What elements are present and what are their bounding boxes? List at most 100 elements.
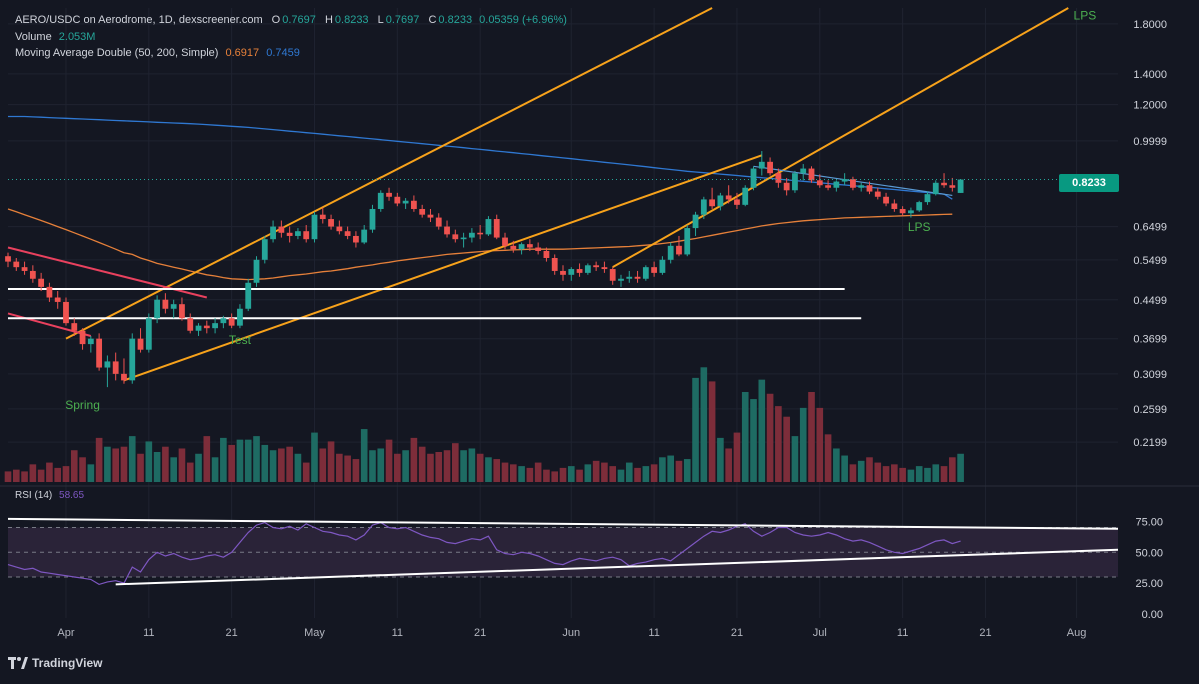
candle-body (808, 168, 815, 181)
candle-body (833, 181, 840, 188)
candle-body (295, 231, 301, 236)
volume-bar (758, 379, 766, 482)
volume-bar (799, 407, 807, 482)
rsi-label: RSI (14) (15, 490, 53, 501)
candle-body (485, 219, 492, 235)
candle-body (775, 173, 782, 183)
candle-body (560, 270, 566, 275)
candle-body (783, 182, 790, 191)
legend-volume-row: Volume 2.053M (15, 31, 95, 43)
candle-body (452, 234, 459, 240)
volume-bar (816, 407, 824, 482)
candle-body (129, 338, 136, 381)
channel-parallel-line (612, 7, 1069, 269)
open-label: O (271, 14, 281, 26)
rsi-axis-tick-label: 75.00 (1135, 516, 1163, 528)
volume-bar (692, 377, 699, 482)
candle-body (394, 196, 401, 204)
volume-bar (899, 467, 906, 482)
price-axis-tick-label: 0.3099 (1133, 369, 1167, 381)
volume-bar (452, 443, 459, 482)
candle-body (179, 304, 185, 319)
price-axis-tick-label: 0.6499 (1133, 222, 1167, 234)
volume-bar (435, 452, 443, 482)
candle-body (154, 299, 161, 319)
candle-body (419, 208, 426, 215)
volume-bar (625, 462, 633, 482)
open-value: 0.7697 (282, 14, 316, 26)
candle-body (601, 267, 608, 270)
annotation-lps: LPS (908, 220, 931, 234)
candle-body (29, 270, 36, 279)
volume-bar (261, 444, 269, 482)
downtrend-line-lower (7, 312, 92, 337)
volume-bar (70, 450, 78, 482)
annotation-spring: Spring (65, 398, 100, 412)
candle-body (344, 231, 351, 236)
candle-body (195, 325, 202, 331)
volume-bar (220, 437, 227, 482)
x-axis-tick-label: Jun (562, 627, 580, 639)
price-axis-tick-label: 0.3699 (1133, 334, 1167, 346)
channel-lower-line (123, 154, 763, 382)
volume-bar (857, 460, 865, 482)
volume-bar (584, 464, 592, 482)
candle-body (71, 323, 78, 331)
volume-bar (468, 448, 476, 482)
volume-bar (485, 457, 492, 482)
candle-body (957, 179, 964, 193)
volume-bar (940, 466, 948, 482)
volume-bar (244, 439, 252, 482)
volume-bar (907, 469, 915, 482)
candle-body (618, 278, 624, 281)
x-axis-tick-label: 11 (143, 627, 154, 639)
annotation-test: Test (229, 333, 252, 347)
volume-bar (476, 453, 484, 482)
volume-bar (54, 467, 62, 482)
volume-bar (336, 453, 343, 482)
volume-bar (137, 453, 144, 482)
candle-body (87, 338, 94, 345)
candle-body (883, 196, 889, 204)
volume-bar (418, 446, 426, 482)
candle-body (377, 192, 384, 209)
volume-bar (650, 464, 658, 482)
volume-bar (501, 462, 509, 482)
rsi-axis-tick-label: 50.00 (1135, 547, 1163, 559)
volume-bar (203, 436, 211, 482)
volume-bar (957, 453, 964, 482)
volume-bar (4, 471, 12, 482)
volume-bar (915, 466, 923, 482)
x-axis-tick-label: 21 (979, 627, 991, 639)
volume-bar (783, 416, 790, 482)
volume-bar (659, 457, 666, 482)
volume-bar (319, 448, 327, 482)
candle-body (568, 269, 575, 275)
candle-body (725, 195, 732, 200)
volume-bar (725, 448, 732, 482)
candle-body (734, 199, 740, 205)
candle-body (916, 202, 923, 211)
candle-body (742, 187, 749, 205)
candle-body (237, 308, 243, 326)
candle-body (899, 208, 906, 214)
candle-body (593, 265, 600, 268)
candle-body (137, 338, 144, 350)
ma-label: Moving Average Double (50, 200, Simple) (15, 47, 219, 59)
candle-body (526, 244, 533, 248)
volume-bar (128, 436, 136, 482)
price-axis-tick-label: 1.8000 (1133, 19, 1167, 31)
volume-bar (833, 448, 840, 482)
volume-bar (601, 462, 608, 482)
volume-bar (642, 466, 650, 482)
candle-body (866, 185, 873, 192)
volume-bar (352, 459, 360, 482)
volume-bar (311, 432, 318, 482)
candle-body (717, 195, 724, 207)
candle-body (336, 226, 343, 232)
low-label: L (377, 14, 384, 26)
x-axis-tick-label: 11 (897, 627, 908, 639)
candle-body (460, 237, 467, 240)
